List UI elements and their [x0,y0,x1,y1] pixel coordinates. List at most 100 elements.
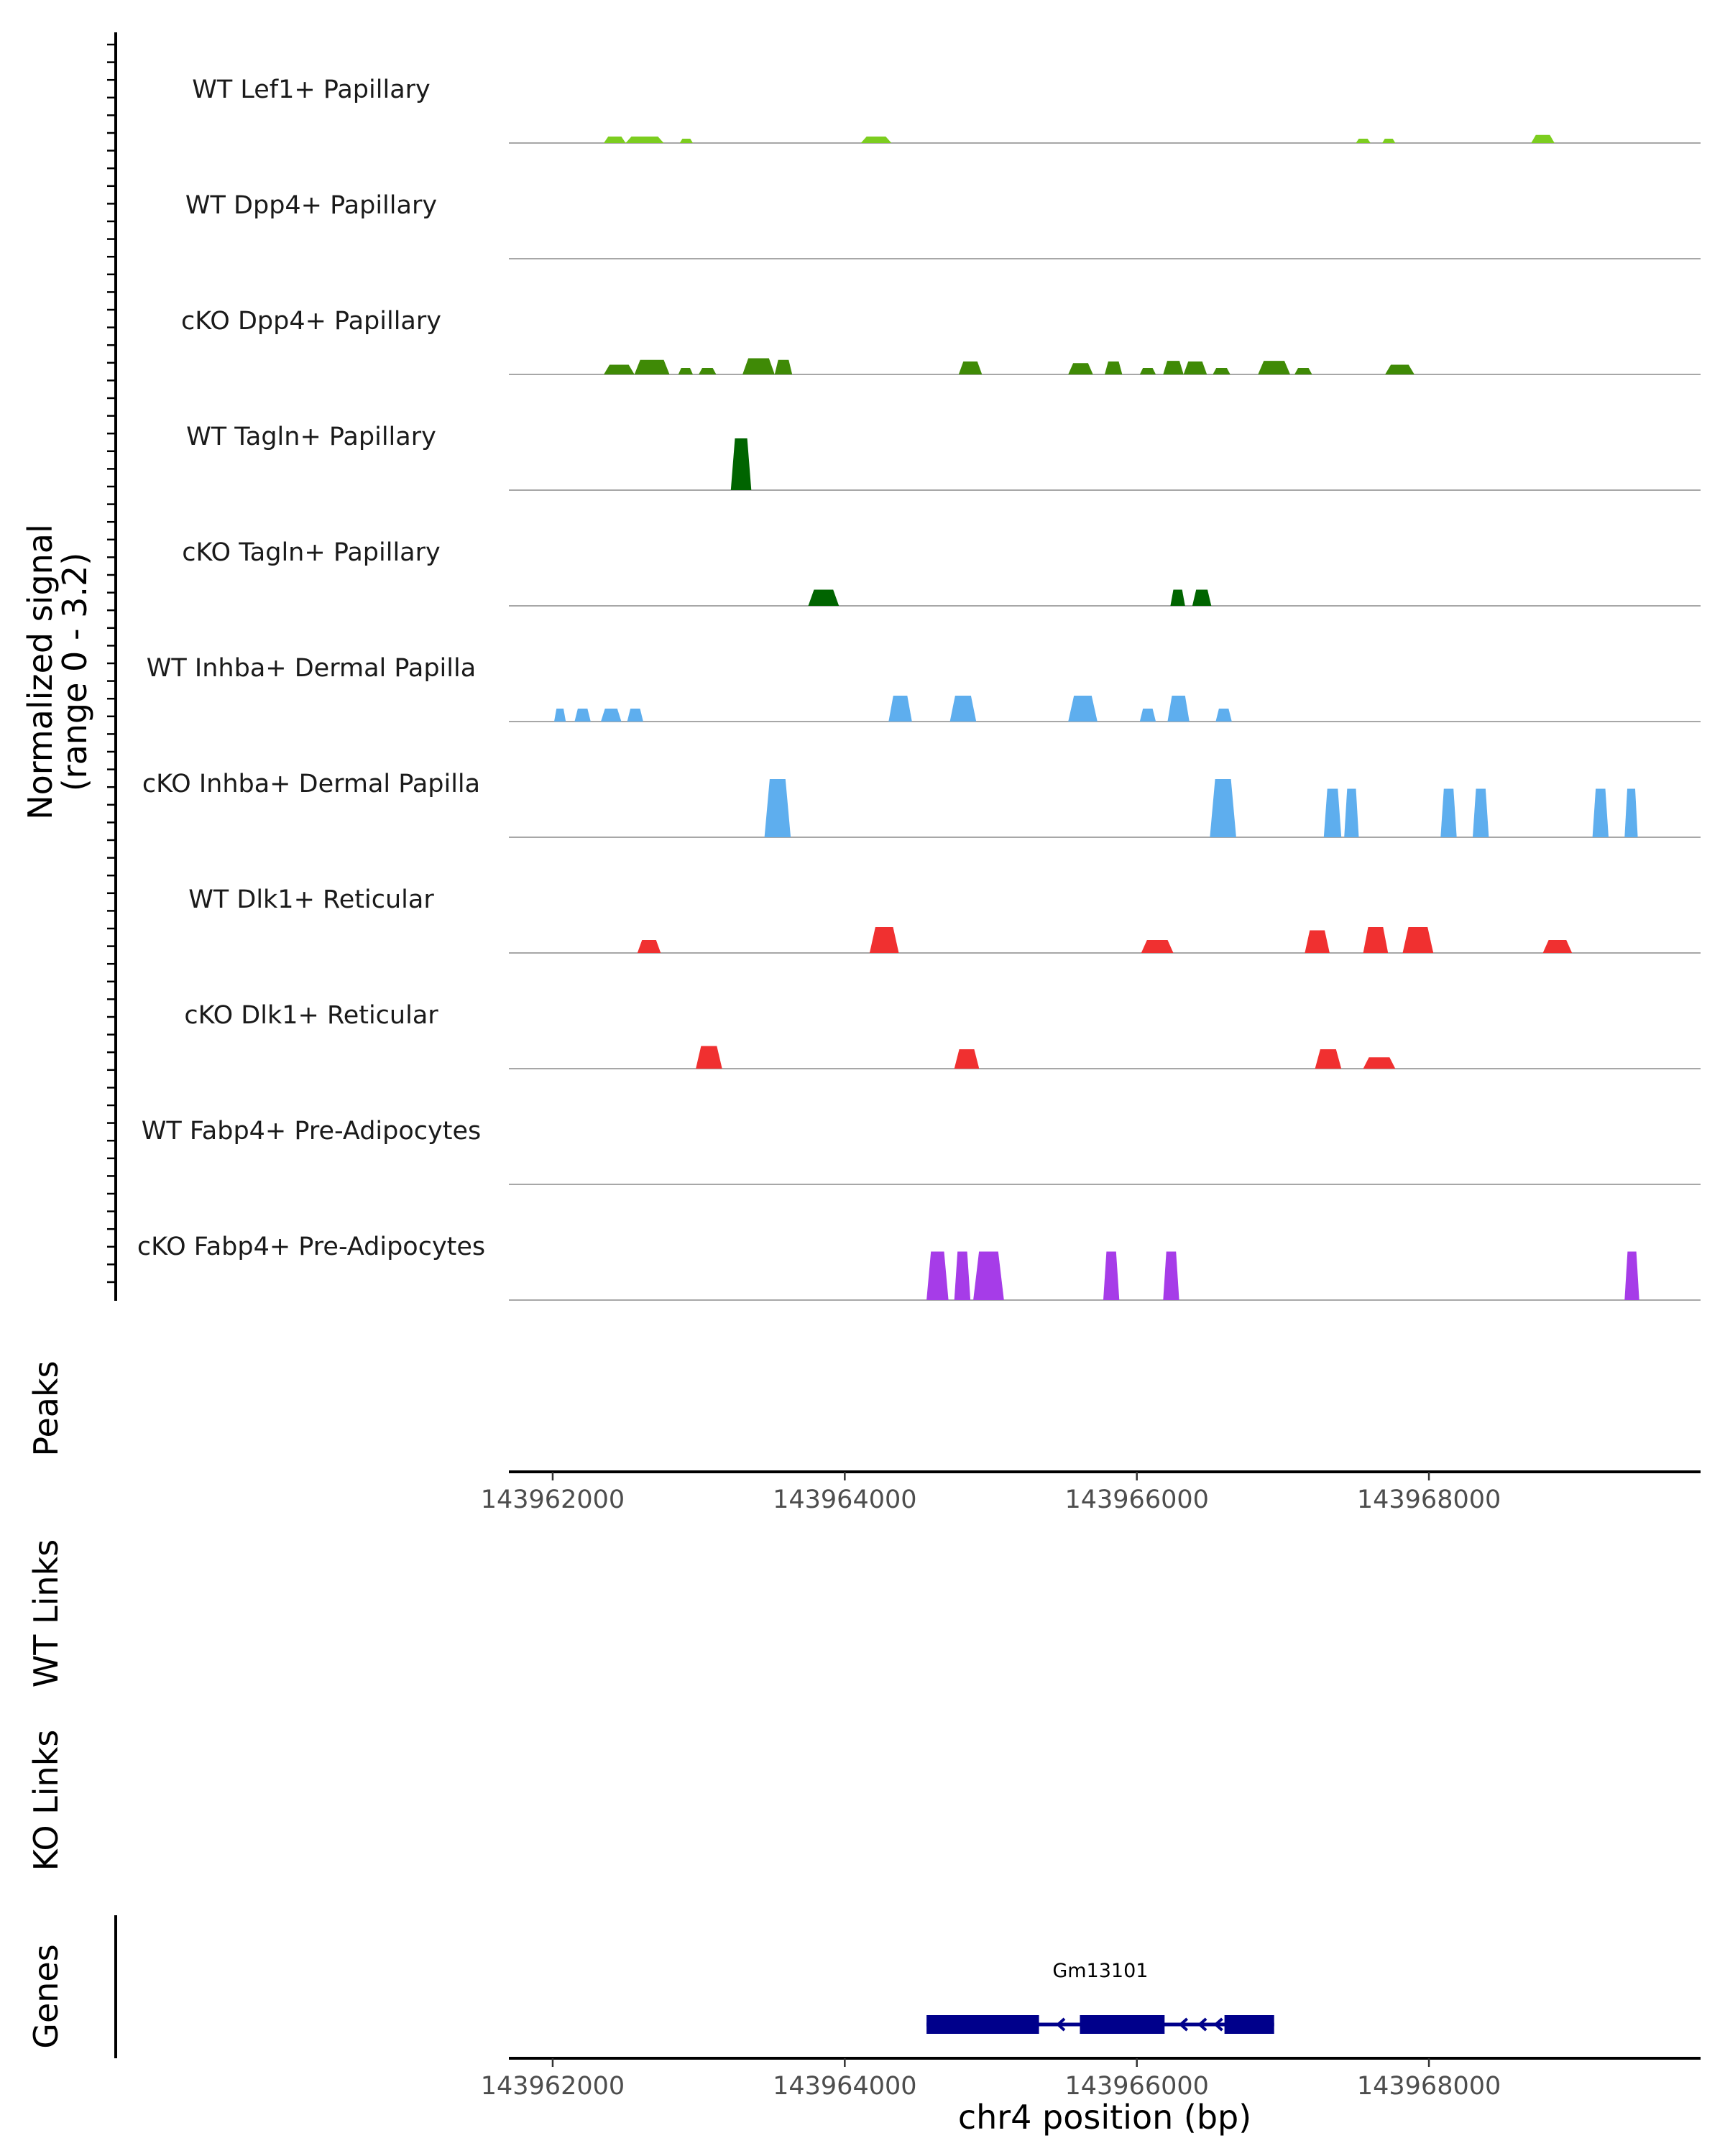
x-tick-label: 143964000 [773,1485,916,1514]
track-label: cKO Dlk1+ Reticular [184,1001,438,1030]
track-8: cKO Dlk1+ Reticular [184,1001,1701,1069]
gene-exon [1224,2015,1274,2034]
coverage-peak [926,1251,949,1300]
coverage-peak [1440,788,1457,837]
coverage-peak [1068,696,1098,722]
peaks-panel-label: Peaks [27,1360,65,1456]
coverage-peak [1356,139,1371,143]
ko-links-panel-label: KO Links [27,1730,65,1871]
coverage-peak [1305,930,1330,953]
peaks-x-axis: 143962000 143964000 143966000 143968000 [481,1470,1701,1514]
track-6: cKO Inhba+ Dermal Papilla [142,770,1701,838]
coverage-peak [1624,788,1638,837]
x-tick-label: 143962000 [481,1485,625,1514]
coverage-peak [888,696,912,722]
coverage-peak [625,137,664,143]
peaks-x-ticks: 143962000 143964000 143966000 143968000 [481,1472,1501,1514]
x-tick-label: 143966000 [1064,2072,1208,2101]
coverage-peak [699,368,717,374]
track-3: WT Tagln+ Papillary [186,423,1701,491]
coverage-y-ticks [107,43,116,1284]
track-label: cKO Fabp4+ Pre-Adipocytes [137,1233,485,1261]
coverage-peak [1170,589,1185,606]
coverage-peak [973,1251,1004,1300]
coverage-peak [808,589,840,606]
coverage-peak [1163,1251,1179,1300]
track-label: cKO Tagln+ Papillary [182,538,441,567]
track-label: cKO Dpp4+ Papillary [181,307,441,336]
track-label: WT Tagln+ Papillary [186,423,436,451]
coverage-peak [954,1251,971,1300]
coverage-peak [1385,364,1414,374]
coverage-peak [1139,709,1156,722]
strand-arrow [1213,2017,1223,2032]
wt-links-panel-label: WT Links [27,1539,65,1687]
coverage-peak [1167,696,1190,722]
coverage-peak [637,940,661,953]
coverage-peak [1103,1251,1120,1300]
coverage-peak [1402,927,1434,953]
track-label: WT Fabp4+ Pre-Adipocytes [142,1117,481,1146]
coverage-peak [954,1049,980,1069]
coverage-peak [742,358,775,374]
genes-panel-label: Genes [27,1944,65,2048]
coverage-peak [604,137,626,143]
coverage-peak [1163,361,1184,374]
coverage-peak [1363,927,1389,953]
strand-arrow [1197,2017,1208,2032]
track-10: cKO Fabp4+ Pre-Adipocytes [137,1233,1701,1301]
coverage-peak [860,137,892,143]
gene-track: Gm13101 [926,1960,1274,2034]
track-label: WT Dpp4+ Papillary [185,191,437,220]
track-1: WT Dpp4+ Papillary [185,191,1701,259]
x-tick-label: 143962000 [481,2072,625,2101]
x-tick-label: 143968000 [1357,1485,1501,1514]
x-tick-label: 143964000 [773,2072,916,2101]
coverage-peak [1323,788,1342,837]
gene-name-label: Gm13101 [1052,1960,1148,1982]
coverage-peak [1592,788,1609,837]
coverage-peak [1139,368,1156,374]
x-tick-label: 143966000 [1064,1485,1208,1514]
coverage-peak [1542,940,1573,953]
coverage-peak [1363,1057,1396,1069]
coverage-peak [1473,788,1489,837]
gene-exon [1080,2015,1165,2034]
coverage-peak [1213,368,1230,374]
coverage-tracks: WT Lef1+ Papillary WT Dpp4+ Papillary cKO … [137,75,1701,1301]
coverage-peak [696,1046,722,1069]
coverage-peak [678,368,693,374]
coverage-peak [1382,139,1396,143]
coverage-peak [1210,779,1236,837]
track-label: WT Lef1+ Papillary [192,75,431,104]
strand-arrow [1178,2017,1188,2032]
track-4: cKO Tagln+ Papillary [182,538,1701,607]
coverage-peak [627,709,643,722]
coverage-peak [554,709,566,722]
coverage-peak [679,139,693,143]
track-label: cKO Inhba+ Dermal Papilla [142,770,480,798]
coverage-peak [1215,709,1232,722]
coverage-peak [634,359,670,374]
y-axis-title: Normalized signal (range 0 - 3.2) [21,524,94,820]
coverage-peak [601,709,622,722]
track-label: WT Dlk1+ Reticular [188,885,434,914]
coverage-peak [1294,368,1312,374]
coverage-peak [730,438,752,490]
genes-x-ticks: 143962000 143964000 143966000 143968000 [481,2058,1501,2101]
x-axis-title: chr4 position (bp) [958,2098,1251,2137]
y-axis-title-line1: Normalized signal [21,524,60,820]
track-9: WT Fabp4+ Pre-Adipocytes [142,1117,1701,1185]
coverage-peak [1258,361,1290,374]
y-axis-title-line2: (range 0 - 3.2) [55,553,94,792]
track-label: WT Inhba+ Dermal Papilla [147,654,476,683]
track-7: WT Dlk1+ Reticular [188,885,1701,954]
track-5: WT Inhba+ Dermal Papilla [147,654,1701,722]
coverage-peak [1141,940,1174,953]
track-2: cKO Dpp4+ Papillary [181,307,1701,375]
coverage-peak [1068,363,1093,374]
coverage-peak [1315,1049,1342,1069]
coverage-peak [1344,788,1359,837]
x-tick-label: 143968000 [1357,2072,1501,2101]
